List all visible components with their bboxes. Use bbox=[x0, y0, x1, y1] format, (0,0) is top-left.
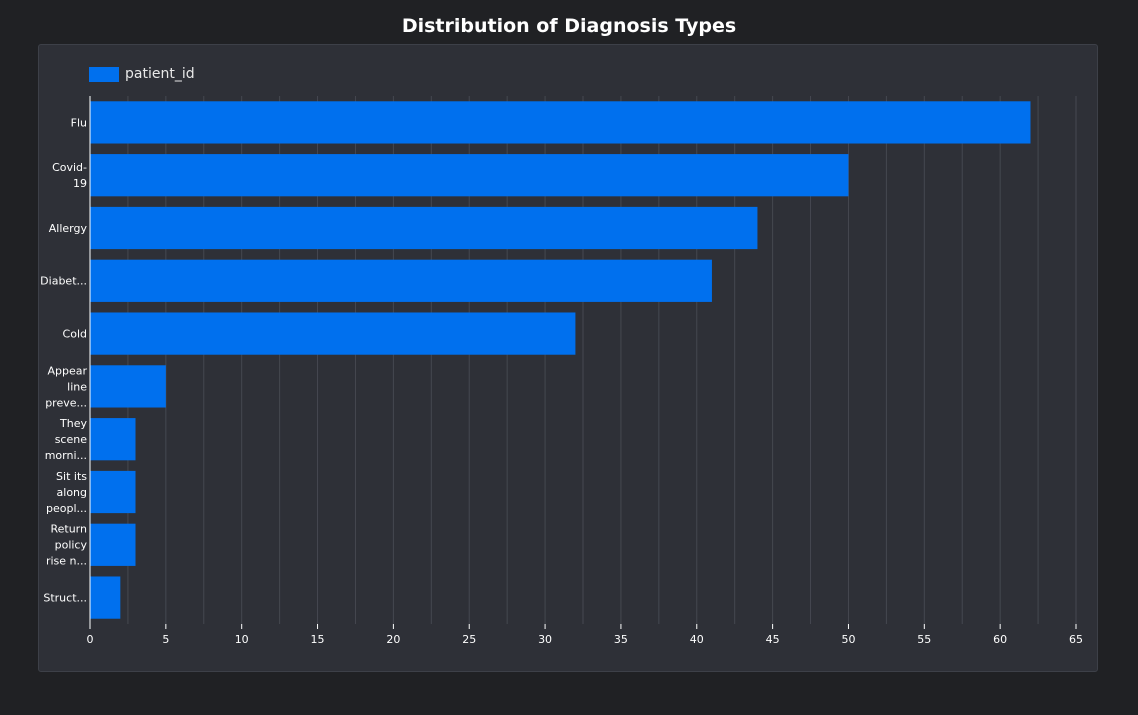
bar-chart: 0 5 10 15 20 25 30 35 40 45 50 55 60 65 Flu Covid-19 All… bbox=[40, 96, 1083, 646]
bar[interactable] bbox=[90, 470, 136, 514]
x-tick-label: 10 bbox=[235, 633, 249, 646]
x-tick-label: 45 bbox=[766, 633, 780, 646]
x-tick-label: 35 bbox=[614, 633, 628, 646]
x-tick-label: 25 bbox=[462, 633, 476, 646]
y-tick-label: Covid-19 bbox=[52, 161, 87, 190]
y-tick-label: Appear line preve... bbox=[45, 364, 87, 409]
x-tick-label: 15 bbox=[311, 633, 325, 646]
x-tick-label: 0 bbox=[87, 633, 94, 646]
bar[interactable] bbox=[90, 312, 576, 355]
chart-title: Distribution of Diagnosis Types bbox=[401, 15, 737, 37]
bar[interactable] bbox=[90, 154, 849, 197]
y-tick-label: Return policy rise n... bbox=[46, 523, 88, 568]
x-tick-label: 55 bbox=[917, 633, 931, 646]
bar[interactable] bbox=[90, 418, 136, 461]
x-tick-label: 60 bbox=[993, 633, 1007, 646]
bar[interactable] bbox=[90, 101, 1031, 144]
bars bbox=[90, 101, 1031, 619]
bar[interactable] bbox=[90, 259, 712, 302]
bar[interactable] bbox=[90, 523, 136, 566]
legend-swatch bbox=[89, 66, 119, 82]
x-tick-label: 40 bbox=[690, 633, 704, 646]
bar[interactable] bbox=[90, 576, 121, 619]
legend[interactable]: patient_id bbox=[89, 65, 195, 83]
y-tick-label: Flu bbox=[71, 116, 87, 129]
y-tick-label: Struct... bbox=[43, 591, 87, 604]
y-tick-label: Sit its along peopl... bbox=[46, 470, 87, 515]
chart-panel: patient_id 0 5 10 15 20 25 30 35 40 45 50 55 60 65 Flu… bbox=[38, 44, 1098, 672]
x-tick-label: 65 bbox=[1069, 633, 1083, 646]
bar[interactable] bbox=[90, 365, 166, 408]
y-tick-label: Allergy bbox=[49, 222, 88, 235]
x-tick-label: 5 bbox=[162, 633, 169, 646]
y-tick-label: They scene morni... bbox=[45, 417, 88, 462]
y-tick-label: Cold bbox=[63, 327, 87, 340]
y-tick-label: Diabet... bbox=[40, 275, 87, 288]
labels: 0 5 10 15 20 25 30 35 40 45 50 55 60 65 Flu Covid-19 All… bbox=[40, 116, 1083, 646]
legend-label: patient_id bbox=[125, 66, 195, 82]
axes bbox=[89, 96, 1077, 629]
x-tick-label: 50 bbox=[841, 633, 855, 646]
bar[interactable] bbox=[90, 206, 758, 250]
x-tick-label: 30 bbox=[538, 633, 552, 646]
x-tick-label: 20 bbox=[386, 633, 400, 646]
